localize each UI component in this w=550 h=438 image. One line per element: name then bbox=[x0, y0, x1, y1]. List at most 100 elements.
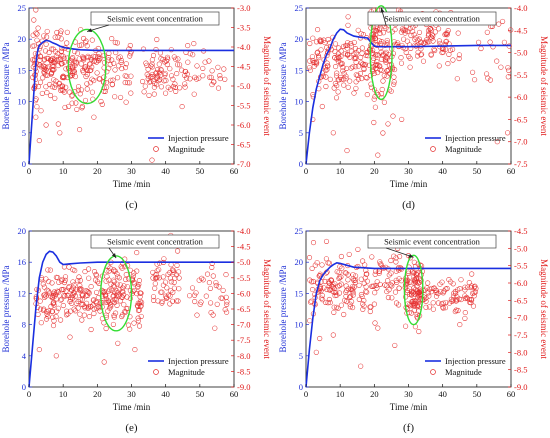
legend-label-pressure: Injection pressure bbox=[445, 133, 506, 143]
y-left-tick-label: 20 bbox=[295, 257, 304, 267]
scatter-point bbox=[43, 122, 49, 128]
scatter-point bbox=[454, 297, 460, 303]
scatter-point bbox=[393, 277, 399, 283]
scatter-point bbox=[350, 286, 356, 292]
scatter-point bbox=[308, 298, 314, 304]
scatter-point bbox=[468, 284, 474, 291]
scatter-point bbox=[398, 55, 404, 61]
annotation-text: Seismic event concentration bbox=[384, 14, 481, 24]
scatter-point bbox=[192, 292, 198, 298]
scatter-point bbox=[164, 295, 170, 301]
scatter-point bbox=[103, 296, 109, 302]
scatter-point bbox=[141, 89, 147, 95]
scatter-point bbox=[46, 308, 52, 314]
scatter-point bbox=[490, 44, 496, 50]
scatter-point bbox=[154, 36, 160, 43]
scatter-point bbox=[120, 285, 126, 291]
plot-frame bbox=[305, 7, 512, 165]
scatter-point bbox=[345, 14, 351, 20]
legend-marker-swatch bbox=[153, 369, 159, 375]
x-tick-label: 10 bbox=[336, 389, 345, 399]
scatter-point bbox=[130, 273, 136, 279]
scatter-point bbox=[78, 87, 84, 93]
scatter-point bbox=[209, 260, 215, 266]
scatter-point bbox=[118, 59, 124, 65]
scatter-point bbox=[224, 299, 230, 305]
scatter-point bbox=[170, 298, 176, 304]
scatter-point bbox=[334, 304, 340, 310]
scatter-point bbox=[428, 52, 434, 58]
scatter-point bbox=[84, 72, 90, 78]
y-left-tick-label: 15 bbox=[18, 65, 27, 75]
scatter-point bbox=[58, 317, 64, 323]
scatter-point bbox=[353, 50, 359, 56]
scatter-point bbox=[375, 70, 381, 76]
scatter-point bbox=[38, 320, 44, 326]
scatter-point bbox=[33, 30, 39, 36]
scatter-point bbox=[402, 28, 408, 34]
y-right-tick-label: -7.0 bbox=[237, 159, 250, 169]
scatter-point bbox=[206, 58, 212, 64]
scatter-point bbox=[79, 103, 85, 110]
scatter-point bbox=[363, 271, 369, 277]
scatter-point bbox=[368, 73, 374, 79]
scatter-point bbox=[114, 271, 120, 277]
scatter-point bbox=[223, 272, 229, 278]
y-right-tick-label: -5.0 bbox=[514, 48, 527, 58]
scatter-point bbox=[146, 92, 152, 98]
scatter-point bbox=[41, 66, 47, 72]
scatter-point bbox=[150, 269, 156, 275]
injection-pressure-line bbox=[28, 39, 234, 165]
scatter-point bbox=[38, 108, 44, 114]
legend-label-magnitude: Magnitude bbox=[445, 367, 482, 377]
scatter-point bbox=[55, 275, 61, 281]
scatter-point bbox=[55, 121, 61, 127]
scatter-point bbox=[73, 100, 79, 106]
scatter-point bbox=[318, 47, 324, 53]
scatter-point bbox=[212, 325, 218, 331]
scatter-point bbox=[224, 301, 230, 307]
scatter-point bbox=[60, 87, 66, 93]
scatter-point bbox=[41, 292, 47, 298]
scatter-point bbox=[52, 34, 58, 40]
scatter-point bbox=[363, 52, 369, 58]
scatter-point bbox=[379, 56, 385, 62]
x-tick-label: 20 bbox=[93, 389, 102, 399]
scatter-point bbox=[207, 285, 213, 291]
scatter-point bbox=[470, 69, 476, 75]
x-tick-label: 10 bbox=[59, 389, 68, 399]
scatter-point bbox=[458, 277, 464, 283]
scatter-point bbox=[446, 277, 452, 283]
scatter-point bbox=[120, 312, 126, 318]
scatter-point bbox=[110, 293, 116, 300]
scatter-point bbox=[174, 262, 180, 268]
y-left-tick-label: 0 bbox=[22, 382, 26, 392]
scatter-point bbox=[377, 261, 383, 267]
y-left-tick-label: 20 bbox=[295, 34, 304, 44]
scatter-point bbox=[137, 290, 143, 296]
scatter-point bbox=[70, 279, 76, 285]
scatter-point bbox=[52, 95, 58, 101]
scatter-point bbox=[353, 59, 359, 65]
scatter-point bbox=[151, 91, 157, 97]
scatter-point bbox=[49, 66, 56, 72]
scatter-point bbox=[109, 36, 115, 42]
scatter-point bbox=[52, 56, 58, 62]
annotation-text: Seismic event concentration bbox=[107, 237, 204, 247]
scatter-point bbox=[136, 323, 143, 329]
scatter-point bbox=[347, 78, 353, 84]
scatter-point bbox=[359, 45, 365, 51]
scatter-point bbox=[135, 318, 141, 324]
scatter-point bbox=[439, 279, 445, 285]
scatter-point bbox=[392, 67, 398, 73]
y-right-tick-label: -8.5 bbox=[514, 365, 527, 375]
y-right-tick-label: -6.5 bbox=[514, 114, 527, 124]
scatter-point bbox=[67, 334, 73, 340]
y-right-tick-label: -7.5 bbox=[514, 159, 527, 169]
scatter-point bbox=[322, 65, 329, 71]
scatter-point bbox=[149, 71, 155, 77]
scatter-point bbox=[185, 59, 191, 65]
scatter-point bbox=[316, 55, 322, 61]
scatter-point bbox=[106, 288, 112, 294]
scatter-point bbox=[126, 276, 132, 282]
